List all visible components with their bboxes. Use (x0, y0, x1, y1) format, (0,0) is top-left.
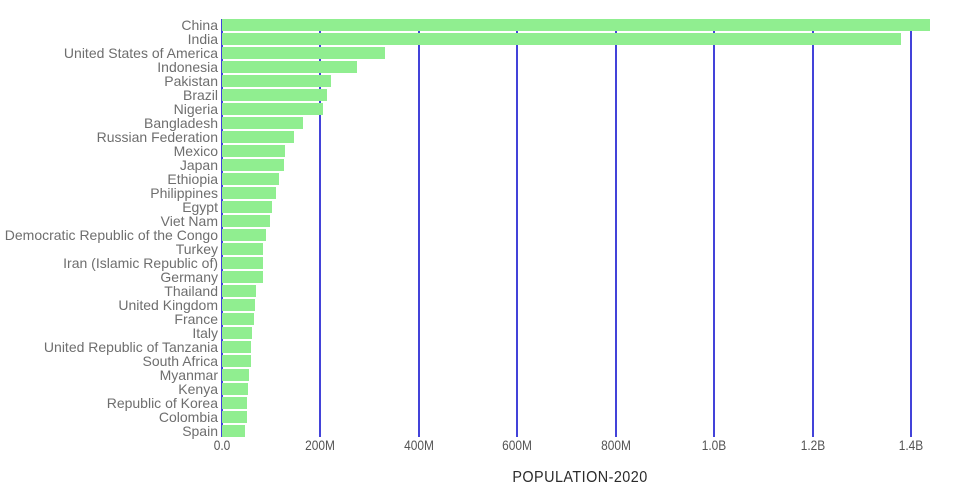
population-bar[interactable] (222, 425, 246, 437)
population-bar[interactable] (222, 411, 248, 423)
population-bar[interactable] (222, 131, 294, 143)
x-tick-label: 600M (502, 437, 533, 453)
population-bar[interactable] (222, 299, 256, 311)
category-label: United Republic of Tanzania (43, 339, 218, 355)
category-label: United States of America (63, 45, 218, 61)
category-label: Republic of Korea (106, 395, 218, 411)
population-bar[interactable] (222, 33, 902, 45)
x-tick-label: 1.4B (898, 437, 924, 453)
category-label: India (187, 31, 218, 47)
category-label: United Kingdom (118, 297, 218, 313)
population-bar[interactable] (222, 89, 327, 101)
category-label: Ethiopia (167, 171, 218, 187)
category-label: Democratic Republic of the Congo (4, 227, 218, 243)
gridline (417, 19, 420, 437)
category-label: China (181, 17, 218, 33)
category-label: South Africa (142, 353, 219, 369)
population-bar[interactable] (222, 201, 273, 213)
population-bar[interactable] (222, 103, 324, 115)
category-label: Germany (160, 269, 218, 285)
gridline (319, 19, 322, 437)
population-bar[interactable] (222, 257, 264, 269)
population-bar[interactable] (222, 215, 270, 227)
x-tick-label: 400M (403, 437, 434, 453)
population-bar[interactable] (222, 229, 267, 241)
x-axis-title: POPULATION-2020 (512, 469, 648, 486)
gridline (614, 19, 617, 437)
gridline (909, 19, 912, 437)
category-label: Kenya (178, 381, 218, 397)
category-label: Pakistan (164, 73, 218, 89)
category-label: Colombia (158, 409, 218, 425)
category-label: Italy (192, 325, 218, 341)
category-label: Myanmar (159, 367, 218, 383)
population-bar[interactable] (222, 397, 248, 409)
category-label: Nigeria (173, 101, 218, 117)
category-label: Spain (182, 423, 218, 439)
gridline (713, 19, 716, 437)
x-tick-label: 0.0 (213, 437, 231, 453)
population-bar[interactable] (222, 383, 249, 395)
category-label: Viet Nam (160, 213, 218, 229)
population-bar[interactable] (222, 285, 257, 297)
population-bar[interactable] (222, 271, 264, 283)
category-label: Bangladesh (144, 115, 218, 131)
x-tick-label: 200M (305, 437, 336, 453)
category-label: Egypt (182, 199, 218, 215)
category-label: Russian Federation (96, 129, 218, 145)
population-bar[interactable] (222, 159, 285, 171)
category-label: Iran (Islamic Republic of) (63, 255, 218, 271)
population-bar[interactable] (222, 19, 931, 31)
category-label: Thailand (164, 283, 218, 299)
x-tick-label: 1.0B (701, 437, 727, 453)
population-bar[interactable] (222, 313, 255, 325)
category-label: Mexico (173, 143, 218, 159)
x-tick-label: 1.2B (800, 437, 825, 453)
population-bar[interactable] (222, 173, 279, 185)
population-bar[interactable] (222, 243, 264, 255)
x-tick-label: 800M (600, 437, 631, 453)
gridline (811, 19, 814, 437)
population-bar[interactable] (222, 369, 249, 381)
population-bar[interactable] (222, 61, 357, 73)
population-bar[interactable] (222, 117, 304, 129)
population-bar[interactable] (222, 75, 331, 87)
population-bar[interactable] (222, 145, 286, 157)
gridline (221, 19, 223, 437)
category-label: Philippines (150, 185, 218, 201)
population-bar[interactable] (222, 327, 252, 339)
category-label: Turkey (175, 241, 218, 257)
gridline (516, 19, 519, 437)
category-label: France (174, 311, 218, 327)
population-bar[interactable] (222, 47, 385, 59)
population-bar[interactable] (222, 355, 252, 367)
category-label: Brazil (182, 87, 218, 103)
population-bar[interactable] (222, 341, 252, 353)
population-bar[interactable] (222, 187, 276, 199)
category-label: Indonesia (157, 59, 218, 75)
category-label: Japan (179, 157, 218, 173)
